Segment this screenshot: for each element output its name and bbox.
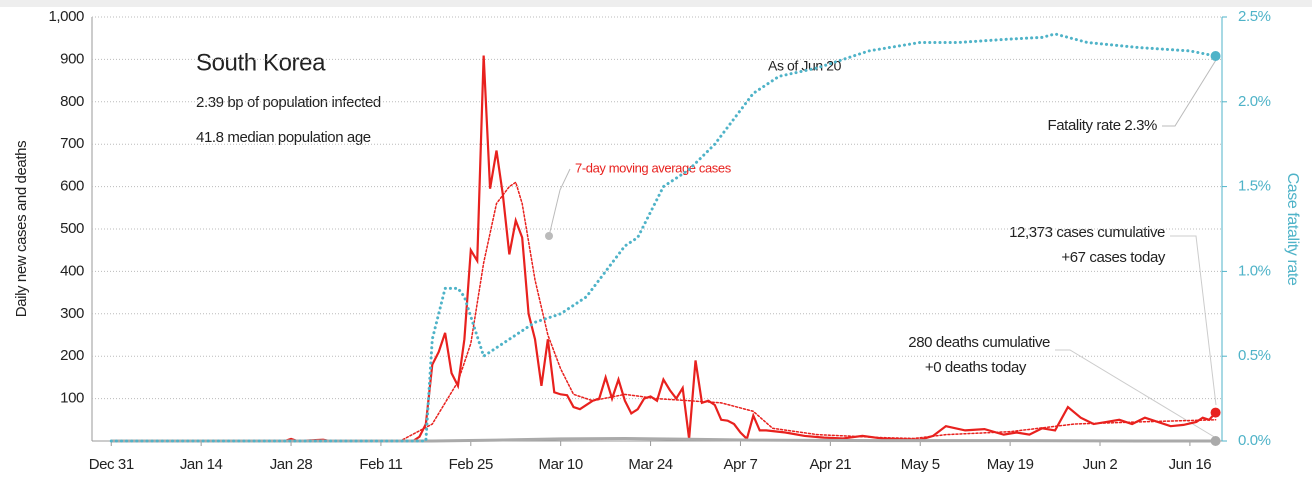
annotation: Fatality rate 2.3%: [1047, 117, 1157, 134]
leader-line: [1162, 59, 1217, 127]
leader-line: [1055, 349, 1217, 439]
annotation: 280 deaths cumulative: [908, 334, 1050, 351]
x-tick-label: Apr 7: [724, 456, 758, 473]
end-dot: [1210, 436, 1221, 446]
y2-axis-label: Case fatality rate: [1284, 173, 1301, 286]
y-tick-label: 400: [60, 262, 84, 279]
y2-tick-label: 0.5%: [1238, 347, 1271, 364]
annotation: +67 cases today: [1061, 249, 1166, 266]
x-tick-label: Jan 14: [180, 456, 223, 473]
x-tick-label: Feb 25: [449, 456, 493, 473]
y-tick-label: 900: [60, 50, 84, 67]
subtitle: 41.8 median population age: [196, 129, 371, 146]
y-tick-label: 800: [60, 93, 84, 110]
top-bar: [0, 0, 1312, 7]
y2-tick-label: 2.5%: [1238, 8, 1271, 25]
y-tick-label: 100: [60, 390, 84, 407]
series-line: [111, 436, 1216, 443]
chart-title: South Korea: [196, 49, 326, 76]
x-tick-label: Dec 31: [89, 456, 134, 473]
series-line: [110, 181, 1217, 442]
x-tick-label: Jun 16: [1169, 456, 1212, 473]
x-tick-label: Jan 28: [270, 456, 313, 473]
y-tick-label: 500: [60, 220, 84, 237]
y2-tick-label: 1.5%: [1238, 178, 1271, 195]
leader-line: [1170, 235, 1217, 406]
annotation: +0 deaths today: [925, 359, 1027, 376]
y-axis-label: Daily new cases and deaths: [13, 141, 30, 317]
annotation: 12,373 cases cumulative: [1009, 224, 1165, 241]
y2-tick-label: 1.0%: [1238, 262, 1271, 279]
x-tick-label: Mar 10: [539, 456, 583, 473]
x-tick-label: Feb 11: [359, 456, 402, 473]
y2-tick-label: 2.0%: [1238, 93, 1271, 110]
y2-tick-label: 0.0%: [1238, 432, 1271, 449]
end-dot: [1210, 51, 1221, 62]
x-tick-label: Mar 24: [628, 456, 672, 473]
annotation: 7-day moving average cases: [575, 160, 732, 175]
annotation: As of Jun 20: [768, 58, 842, 74]
leader-line: [548, 168, 571, 237]
x-tick-label: Apr 21: [809, 456, 851, 473]
y-tick-label: 600: [60, 178, 84, 195]
subtitle: 2.39 bp of population infected: [196, 94, 381, 111]
y-tick-label: 200: [60, 347, 84, 364]
series-line: [109, 32, 1218, 443]
end-dot: [1210, 407, 1221, 418]
y-tick-label: 1,000: [48, 8, 84, 25]
x-tick-label: May 5: [901, 456, 940, 473]
y-tick-label: 700: [60, 135, 84, 152]
x-tick-label: May 19: [987, 456, 1034, 473]
y-tick-label: 300: [60, 305, 84, 322]
x-tick-label: Jun 2: [1083, 456, 1118, 473]
leader-dot: [545, 232, 553, 240]
series-line: [111, 55, 1217, 443]
